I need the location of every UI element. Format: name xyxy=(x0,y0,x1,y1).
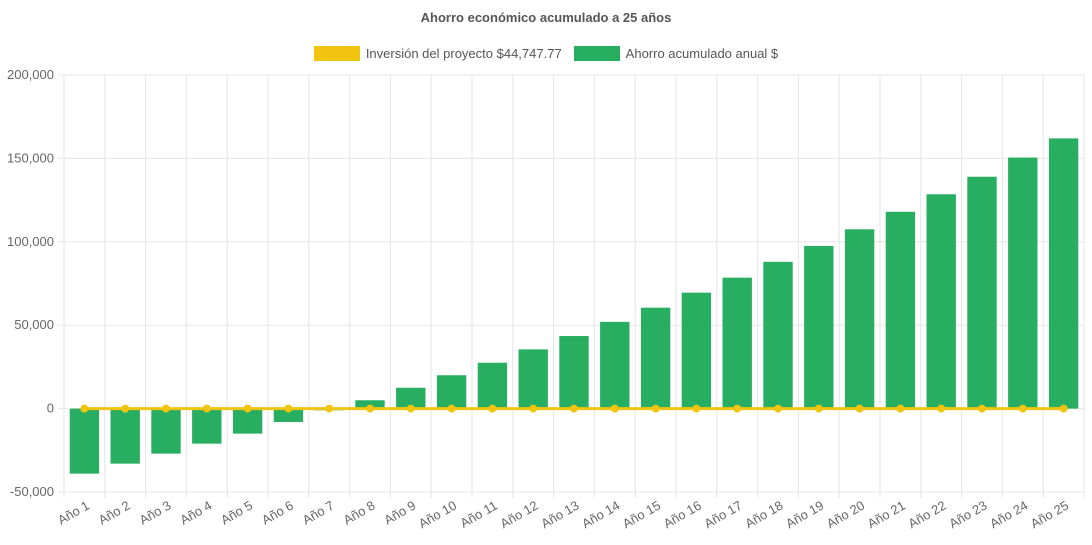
bar xyxy=(151,408,181,454)
bar xyxy=(518,349,548,409)
bar xyxy=(396,387,426,409)
x-tick-label: Año 24 xyxy=(987,498,1030,532)
x-tick-label: Año 6 xyxy=(259,498,296,528)
line-point xyxy=(243,404,252,413)
x-tick-label: Año 2 xyxy=(96,498,133,528)
line-point xyxy=(366,404,374,413)
x-tick-label: Año 14 xyxy=(579,498,622,532)
bar xyxy=(436,375,467,409)
bar xyxy=(926,194,956,409)
x-tick-label: Año 25 xyxy=(1028,498,1071,532)
bar xyxy=(681,292,712,409)
bar xyxy=(477,362,508,409)
x-tick-label: Año 5 xyxy=(218,498,255,528)
line-point xyxy=(774,404,782,413)
bar xyxy=(722,277,752,409)
chart-title: Ahorro económico acumulado a 25 años xyxy=(420,10,672,25)
line-point xyxy=(162,404,170,413)
line-point xyxy=(80,404,89,413)
line-point xyxy=(488,404,497,413)
bar xyxy=(1048,138,1079,409)
bar xyxy=(559,336,589,409)
y-tick-label: 50,000 xyxy=(14,317,54,332)
line-point xyxy=(1059,404,1068,413)
line-point xyxy=(651,404,660,413)
x-tick-label: Año 22 xyxy=(906,498,949,532)
x-tick-label: Año 3 xyxy=(137,498,174,528)
line-point xyxy=(937,404,946,413)
line-point xyxy=(121,404,130,413)
x-tick-label: Año 21 xyxy=(865,498,908,532)
line-point xyxy=(406,404,415,413)
legend-swatch-savings xyxy=(573,46,620,61)
legend-swatch-investment xyxy=(313,46,360,61)
line-point xyxy=(325,404,334,413)
x-tick-label: Año 23 xyxy=(946,498,989,532)
bar xyxy=(885,211,916,409)
bar xyxy=(967,176,997,409)
bar xyxy=(844,229,875,409)
bar xyxy=(232,408,263,434)
y-tick-label: 100,000 xyxy=(7,234,54,249)
bar xyxy=(804,245,834,409)
line-point xyxy=(692,404,701,413)
legend-item-savings[interactable]: Ahorro acumulado anual $ xyxy=(573,46,779,61)
x-tick-label: Año 20 xyxy=(824,498,867,532)
line-point xyxy=(610,404,619,413)
x-tick-label: Año 11 xyxy=(458,498,500,531)
legend-label-investment: Inversión del proyecto $44,747.77 xyxy=(365,46,562,61)
bar xyxy=(355,400,385,409)
bar xyxy=(600,321,630,409)
y-tick-label: 0 xyxy=(47,401,54,416)
bar xyxy=(110,408,140,464)
bar xyxy=(763,261,793,409)
y-tick-label: 150,000 xyxy=(7,150,54,165)
x-tick-label: Año 13 xyxy=(538,498,581,532)
legend-item-investment[interactable]: Inversión del proyecto $44,747.77 xyxy=(313,46,562,61)
bar xyxy=(273,408,304,422)
bar xyxy=(192,408,222,444)
line-point xyxy=(447,404,456,413)
line-point xyxy=(896,404,905,413)
line-point xyxy=(733,404,742,413)
bar xyxy=(640,307,671,409)
x-tick-label: Año 16 xyxy=(661,498,704,532)
bar xyxy=(69,408,100,474)
line-point xyxy=(529,404,538,413)
x-tick-label: Año 8 xyxy=(341,498,378,528)
x-tick-label: Año 4 xyxy=(177,498,214,528)
line-point xyxy=(814,404,823,413)
line-point xyxy=(570,404,578,413)
line-point xyxy=(284,404,293,413)
x-tick-label: Año 12 xyxy=(498,498,541,532)
line-point xyxy=(1018,404,1027,413)
line-point xyxy=(978,404,986,413)
x-tick-label: Año 10 xyxy=(416,498,459,532)
x-tick-label: Año 9 xyxy=(381,498,418,528)
x-tick-label: Año 15 xyxy=(620,498,663,532)
x-tick-label: Año 1 xyxy=(55,498,92,528)
legend-label-savings: Ahorro acumulado anual $ xyxy=(625,46,779,61)
line-point xyxy=(202,404,211,413)
bar xyxy=(1008,157,1038,409)
line-point xyxy=(855,404,864,413)
y-tick-label: 200,000 xyxy=(7,67,54,82)
legend: Inversión del proyecto $44,747.77 Ahorro… xyxy=(0,46,1092,61)
y-tick-label: -50,000 xyxy=(10,484,54,499)
x-tick-label: Año 18 xyxy=(742,498,785,532)
x-tick-label: Año 17 xyxy=(702,498,745,532)
x-tick-label: Año 7 xyxy=(300,498,337,528)
x-tick-label: Año 19 xyxy=(783,498,826,532)
